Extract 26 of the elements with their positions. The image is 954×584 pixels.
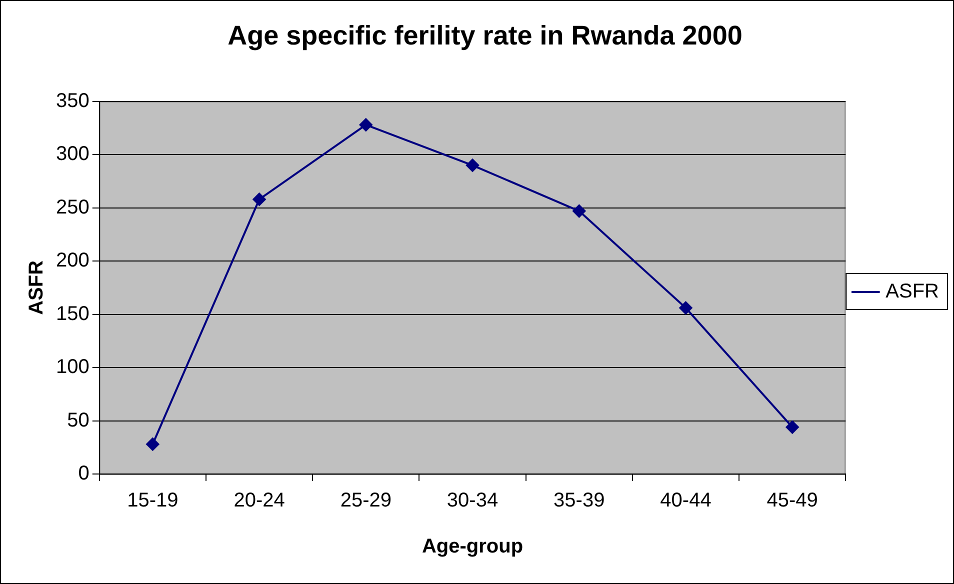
x-tick-label: 25-29 — [340, 490, 392, 512]
legend-label: ASFR — [886, 280, 940, 303]
x-tick-label: 45-49 — [766, 490, 818, 512]
y-axis-title: ASFR — [26, 260, 48, 315]
y-tick-label: 0 — [78, 462, 90, 485]
chart-title: Age specific ferility rate in Rwanda 2000 — [228, 20, 742, 51]
point — [572, 204, 586, 218]
x-tick-label: 40-44 — [660, 490, 712, 512]
y-tick-label: 200 — [56, 250, 90, 272]
y-tick-label: 250 — [56, 196, 90, 218]
y-tick-label: 150 — [56, 302, 90, 325]
y-tick-label: 50 — [67, 409, 90, 432]
x-tick-label: 30-34 — [446, 490, 498, 512]
y-tick-label: 100 — [56, 356, 90, 378]
point — [359, 118, 372, 132]
x-axis-title: Age-group — [422, 536, 524, 558]
point — [786, 420, 799, 434]
x-tick-label: 15-19 — [127, 490, 178, 512]
point — [679, 301, 692, 314]
point — [466, 158, 480, 172]
y-tick-label: 350 — [56, 90, 90, 112]
x-tick-label: 35-39 — [554, 490, 605, 512]
x-tick-label: 20-24 — [234, 490, 285, 512]
point — [252, 192, 266, 206]
y-tick-label: 300 — [56, 143, 90, 166]
point — [146, 438, 160, 451]
